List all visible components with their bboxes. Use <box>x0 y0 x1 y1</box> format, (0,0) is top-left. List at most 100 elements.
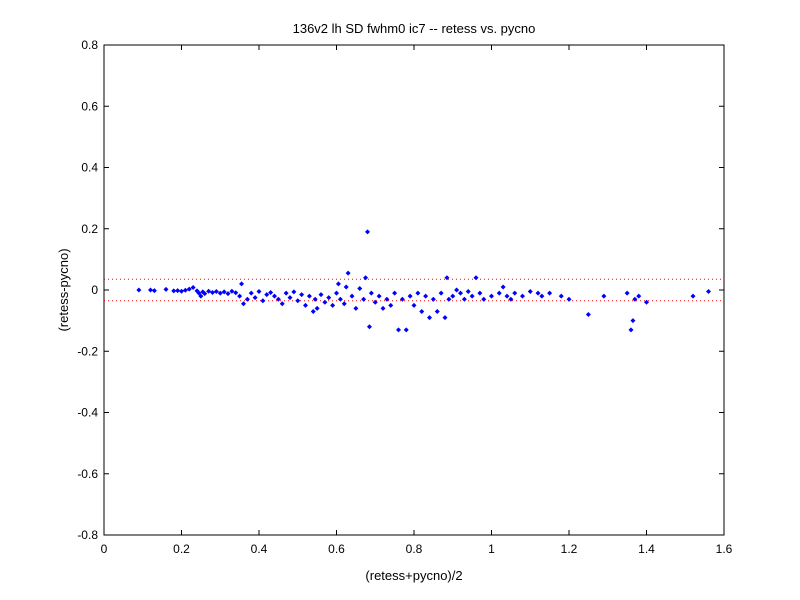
data-point <box>279 301 285 307</box>
data-point <box>454 287 460 293</box>
y-tick-label: 0.4 <box>81 161 98 175</box>
data-point <box>644 299 649 305</box>
data-point <box>458 290 463 296</box>
y-axis-ticks: -0.8 -0.6 -0.4 -0.2 0 0.2 0.4 0.6 0.8 <box>77 38 724 542</box>
data-point <box>330 302 336 308</box>
data-point <box>260 298 266 304</box>
data-point <box>450 293 456 299</box>
data-point <box>343 284 349 290</box>
data-point <box>380 305 386 311</box>
data-point <box>508 296 514 302</box>
data-point <box>295 298 301 304</box>
data-point <box>190 285 196 291</box>
y-tick-label: 0 <box>91 283 98 297</box>
data-point <box>496 290 502 296</box>
data-point <box>353 305 359 311</box>
data-point <box>349 293 355 299</box>
data-point <box>636 293 642 299</box>
data-point <box>345 270 351 276</box>
data-point <box>388 302 394 308</box>
y-tick-label: 0.6 <box>81 99 98 113</box>
data-point <box>275 296 281 302</box>
data-point <box>312 296 318 302</box>
data-point <box>306 293 312 299</box>
data-point <box>148 287 153 293</box>
data-point <box>547 290 553 296</box>
y-tick-label: 0.2 <box>81 222 98 236</box>
data-point <box>469 293 475 299</box>
data-point <box>438 290 444 296</box>
data-point <box>481 296 487 302</box>
y-axis-label: (retess-pycno) <box>56 248 71 331</box>
y-tick-label: -0.6 <box>77 467 98 481</box>
data-point <box>256 289 262 295</box>
x-axis-ticks: 0 0.2 0.4 0.6 0.8 1 1.2 1.4 1.6 <box>101 45 733 556</box>
data-point <box>632 296 638 302</box>
data-point <box>252 295 258 301</box>
data-point <box>415 290 421 296</box>
data-point <box>601 293 607 299</box>
data-point <box>558 293 564 299</box>
data-point <box>357 285 363 291</box>
data-point <box>434 308 440 314</box>
data-point <box>287 295 293 301</box>
data-point <box>361 296 367 302</box>
data-point <box>427 315 432 321</box>
data-point <box>291 289 297 295</box>
data-point <box>624 290 630 296</box>
data-point <box>365 229 370 235</box>
x-tick-label: 1.2 <box>561 542 578 556</box>
data-point <box>423 293 429 299</box>
data-point <box>310 308 316 314</box>
data-point <box>504 293 510 299</box>
data-point <box>213 289 219 295</box>
data-point <box>210 289 215 295</box>
data-point <box>299 292 305 298</box>
data-point <box>535 290 541 296</box>
data-point <box>217 290 223 296</box>
y-tick-label: 0.8 <box>81 38 98 52</box>
x-tick-label: 0.4 <box>251 542 268 556</box>
data-point <box>527 289 533 295</box>
data-point <box>182 287 188 293</box>
data-point <box>237 293 243 299</box>
data-point <box>430 296 436 302</box>
data-point <box>489 293 494 299</box>
x-tick-label: 0.8 <box>406 542 423 556</box>
data-point <box>337 296 343 302</box>
data-point <box>585 312 591 317</box>
x-tick-label: 1.4 <box>638 542 655 556</box>
data-point <box>334 290 339 296</box>
data-point <box>225 291 231 297</box>
data-point <box>283 290 289 296</box>
data-point <box>186 286 192 292</box>
data-point <box>372 299 378 305</box>
data-point <box>206 288 212 294</box>
x-tick-label: 1.6 <box>716 542 733 556</box>
x-tick-label: 0.6 <box>328 542 345 556</box>
y-tick-label: -0.2 <box>77 344 98 358</box>
data-point <box>268 289 274 295</box>
x-tick-label: 1 <box>488 542 495 556</box>
data-point <box>368 290 374 296</box>
data-point <box>272 293 277 299</box>
data-point <box>477 290 483 296</box>
data-point <box>628 327 634 333</box>
x-axis-label: (retess+pycno)/2 <box>365 568 462 583</box>
data-points <box>136 229 711 333</box>
y-tick-label: -0.8 <box>77 528 98 542</box>
data-point <box>244 296 250 302</box>
data-point <box>630 318 636 324</box>
data-point <box>221 289 227 295</box>
data-point <box>241 301 246 307</box>
data-point <box>264 292 270 298</box>
data-point <box>399 296 405 302</box>
data-point <box>403 327 409 333</box>
data-point <box>473 275 479 281</box>
data-point <box>248 290 254 296</box>
data-point <box>411 302 417 308</box>
data-point <box>322 299 328 305</box>
data-point <box>363 275 369 281</box>
data-point <box>706 289 711 295</box>
